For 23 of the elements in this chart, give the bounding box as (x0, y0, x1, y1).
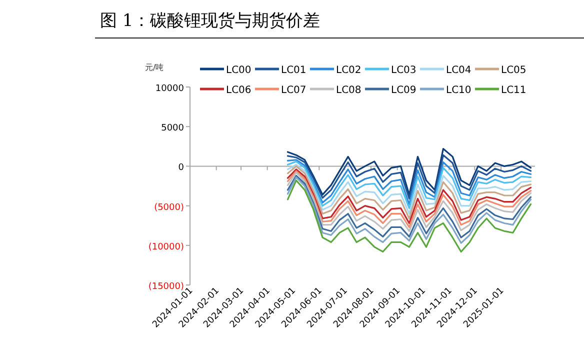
legend-label: LC03 (391, 65, 416, 76)
legend-label: LC05 (501, 65, 526, 76)
y-tick-label: (15000) (148, 282, 184, 292)
line-series (286, 154, 532, 200)
legend-label: LC08 (336, 85, 362, 96)
y-tick-label: 5000 (161, 124, 184, 134)
legend-label: LC02 (336, 65, 362, 76)
y-tick-label: 0 (178, 163, 184, 174)
legend-label: LC09 (391, 85, 416, 96)
legend-label: LC11 (501, 85, 526, 96)
line-series (286, 148, 532, 196)
chart-title: 图 1：碳酸锂现货与期货价差 (100, 11, 320, 31)
y-tick-label: (5000) (154, 202, 184, 213)
y-axis-title: 元/吨 (145, 63, 164, 72)
legend-label: LC07 (281, 85, 306, 96)
y-tick-label: (10000) (148, 242, 184, 252)
y-tick-label: 10000 (155, 84, 184, 94)
legend-label: LC10 (446, 85, 472, 96)
line-series (286, 180, 532, 253)
legend-label: LC01 (281, 65, 306, 76)
legend-label: LC00 (226, 65, 252, 76)
legend-label: LC06 (226, 85, 252, 96)
legend-label: LC04 (446, 65, 472, 76)
